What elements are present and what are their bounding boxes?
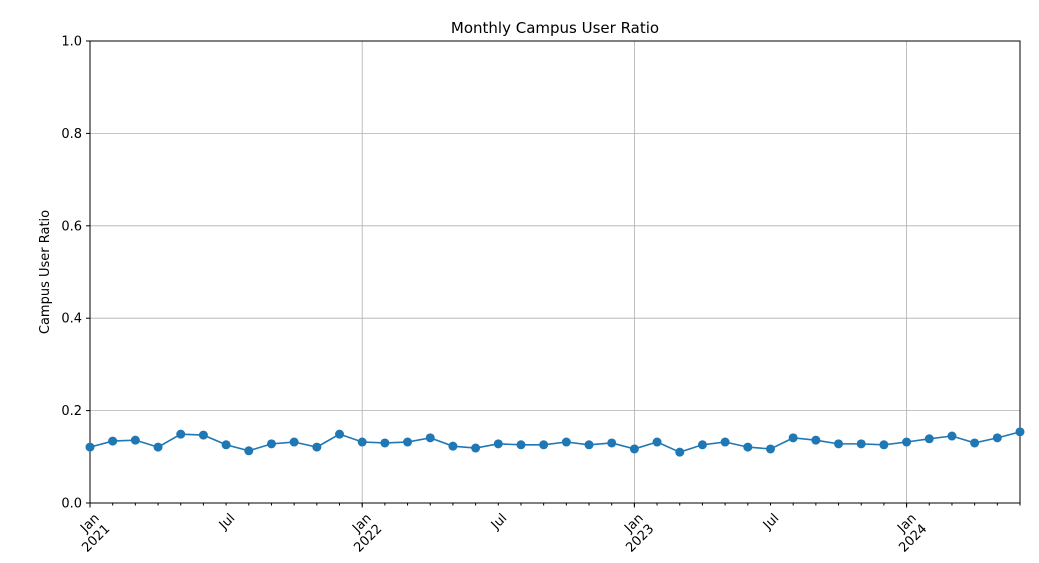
- point: [924, 434, 934, 444]
- point: [448, 441, 458, 451]
- point: [108, 436, 118, 446]
- point: [765, 444, 775, 454]
- point: [153, 442, 163, 452]
- point: [584, 440, 594, 450]
- y-axis-label: Campus User Ratio: [38, 210, 53, 334]
- y-tick-label: 0.0: [61, 497, 82, 512]
- y-tick-label: 0.2: [61, 404, 82, 419]
- point: [992, 433, 1002, 443]
- point: [312, 442, 322, 452]
- point: [380, 438, 390, 448]
- point: [947, 431, 957, 441]
- point: [357, 437, 367, 447]
- point: [720, 437, 730, 447]
- y-tick-label: 0.8: [61, 127, 82, 142]
- y-tick-label: 0.4: [61, 312, 82, 327]
- point: [130, 435, 140, 445]
- point: [176, 429, 186, 439]
- point: [221, 440, 231, 450]
- point: [811, 435, 821, 445]
- point: [834, 439, 844, 449]
- point: [788, 433, 798, 443]
- point: [516, 440, 526, 450]
- point: [471, 443, 481, 453]
- point: [335, 429, 345, 439]
- point: [607, 438, 617, 448]
- point: [629, 444, 639, 454]
- point: [970, 438, 980, 448]
- point: [198, 430, 208, 440]
- point: [244, 446, 254, 456]
- point: [652, 437, 662, 447]
- point: [1015, 427, 1025, 437]
- chart-title: Monthly Campus User Ratio: [451, 19, 659, 37]
- point: [85, 442, 95, 452]
- point: [539, 440, 549, 450]
- plot-frame: [89, 40, 1021, 504]
- point: [289, 437, 299, 447]
- point: [561, 437, 571, 447]
- point: [493, 439, 503, 449]
- point: [902, 437, 912, 447]
- point: [856, 439, 866, 449]
- point: [403, 437, 413, 447]
- point: [879, 440, 889, 450]
- point: [675, 447, 685, 457]
- y-tick-label: 0.6: [61, 219, 82, 234]
- y-tick-label: 1.0: [61, 35, 82, 50]
- point: [697, 440, 707, 450]
- point: [425, 433, 435, 443]
- point: [743, 442, 753, 452]
- point: [266, 439, 276, 449]
